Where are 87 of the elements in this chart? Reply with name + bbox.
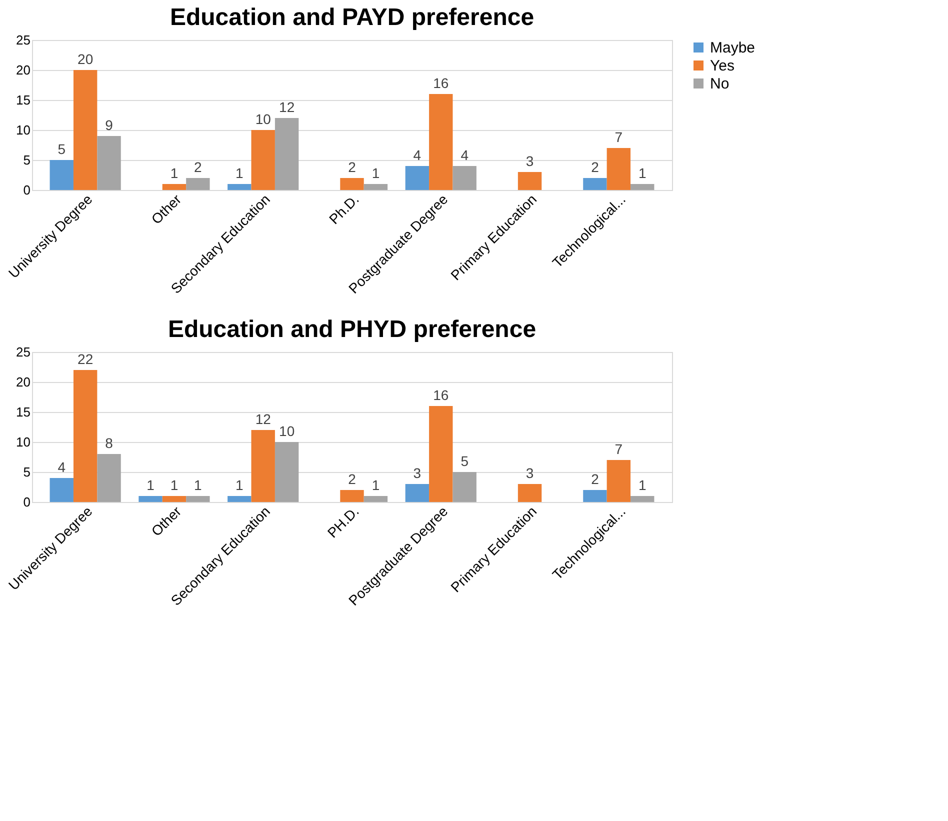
data-label: 1 <box>372 477 380 493</box>
bar <box>251 130 275 190</box>
data-label: 2 <box>348 471 356 487</box>
y-tick-label: 20 <box>16 374 30 390</box>
y-tick-label: 15 <box>16 404 30 420</box>
bar <box>405 166 430 190</box>
bar <box>73 70 98 190</box>
data-label: 22 <box>78 351 94 367</box>
data-label: 16 <box>433 75 449 91</box>
y-tick-label: 25 <box>16 32 30 48</box>
y-tick-label: 20 <box>16 62 30 78</box>
bar <box>97 136 121 190</box>
bar <box>630 184 654 190</box>
y-tick-label: 5 <box>23 152 30 168</box>
chart-title: Education and PHYD preference <box>168 316 536 343</box>
data-label: 12 <box>279 99 295 115</box>
bar <box>228 184 252 190</box>
data-label: 10 <box>255 111 272 127</box>
legend-label: Maybe <box>710 40 756 56</box>
data-label: 5 <box>460 453 469 469</box>
data-label: 1 <box>170 165 178 181</box>
bar <box>162 184 186 190</box>
y-tick-label: 5 <box>23 464 30 480</box>
bar <box>405 484 430 502</box>
y-tick-label: 25 <box>16 344 30 360</box>
data-label: 4 <box>58 459 66 475</box>
data-label: 16 <box>433 387 449 403</box>
bar <box>606 148 631 190</box>
bar <box>364 496 388 502</box>
data-label: 7 <box>614 441 623 457</box>
data-label: 1 <box>170 477 178 493</box>
bar <box>251 430 275 502</box>
bar <box>186 496 210 502</box>
bar <box>186 178 210 190</box>
data-label: 8 <box>105 435 114 451</box>
legend-label: Yes <box>710 58 734 74</box>
data-label: 1 <box>146 477 155 493</box>
bar <box>583 490 607 502</box>
data-label: 1 <box>638 477 646 493</box>
bar <box>97 454 121 502</box>
bar <box>274 118 299 190</box>
bar <box>452 166 476 190</box>
data-label: 3 <box>526 153 534 169</box>
bar <box>50 478 74 502</box>
bar <box>274 442 299 502</box>
bar <box>340 490 364 502</box>
data-label: 2 <box>591 471 600 487</box>
data-label: 4 <box>413 147 422 163</box>
data-label: 2 <box>591 159 600 175</box>
data-label: 9 <box>105 117 114 133</box>
data-label: 5 <box>58 141 66 157</box>
bar <box>518 484 542 502</box>
bar <box>138 496 162 502</box>
data-label: 2 <box>194 159 202 175</box>
bar <box>429 406 453 502</box>
data-label: 3 <box>413 465 422 481</box>
bar <box>73 370 98 502</box>
y-tick-label: 10 <box>16 122 30 138</box>
data-label: 12 <box>255 411 272 427</box>
bar <box>583 178 607 190</box>
bar <box>364 184 388 190</box>
bar <box>162 496 186 502</box>
data-label: 20 <box>78 51 94 67</box>
bar <box>228 496 252 502</box>
bar <box>50 160 74 190</box>
data-label: 2 <box>348 159 356 175</box>
data-label: 1 <box>372 165 380 181</box>
y-tick-label: 15 <box>16 92 30 108</box>
data-label: 1 <box>194 477 202 493</box>
legend-label: No <box>710 76 730 92</box>
data-label: 1 <box>236 165 244 181</box>
bar <box>630 496 654 502</box>
bar <box>452 472 476 502</box>
y-tick-label: 0 <box>23 494 30 510</box>
data-label: 10 <box>279 423 295 439</box>
data-label: 1 <box>236 477 244 493</box>
y-tick-label: 10 <box>16 434 30 450</box>
bar <box>518 172 542 190</box>
bar <box>340 178 364 190</box>
data-label: 3 <box>526 465 534 481</box>
y-tick-label: 0 <box>23 182 30 198</box>
data-label: 1 <box>638 165 646 181</box>
data-label: 4 <box>460 147 469 163</box>
data-label: 7 <box>614 129 623 145</box>
bar <box>606 460 631 502</box>
chart-title: Education and PAYD preference <box>170 4 534 31</box>
bar <box>429 94 453 190</box>
